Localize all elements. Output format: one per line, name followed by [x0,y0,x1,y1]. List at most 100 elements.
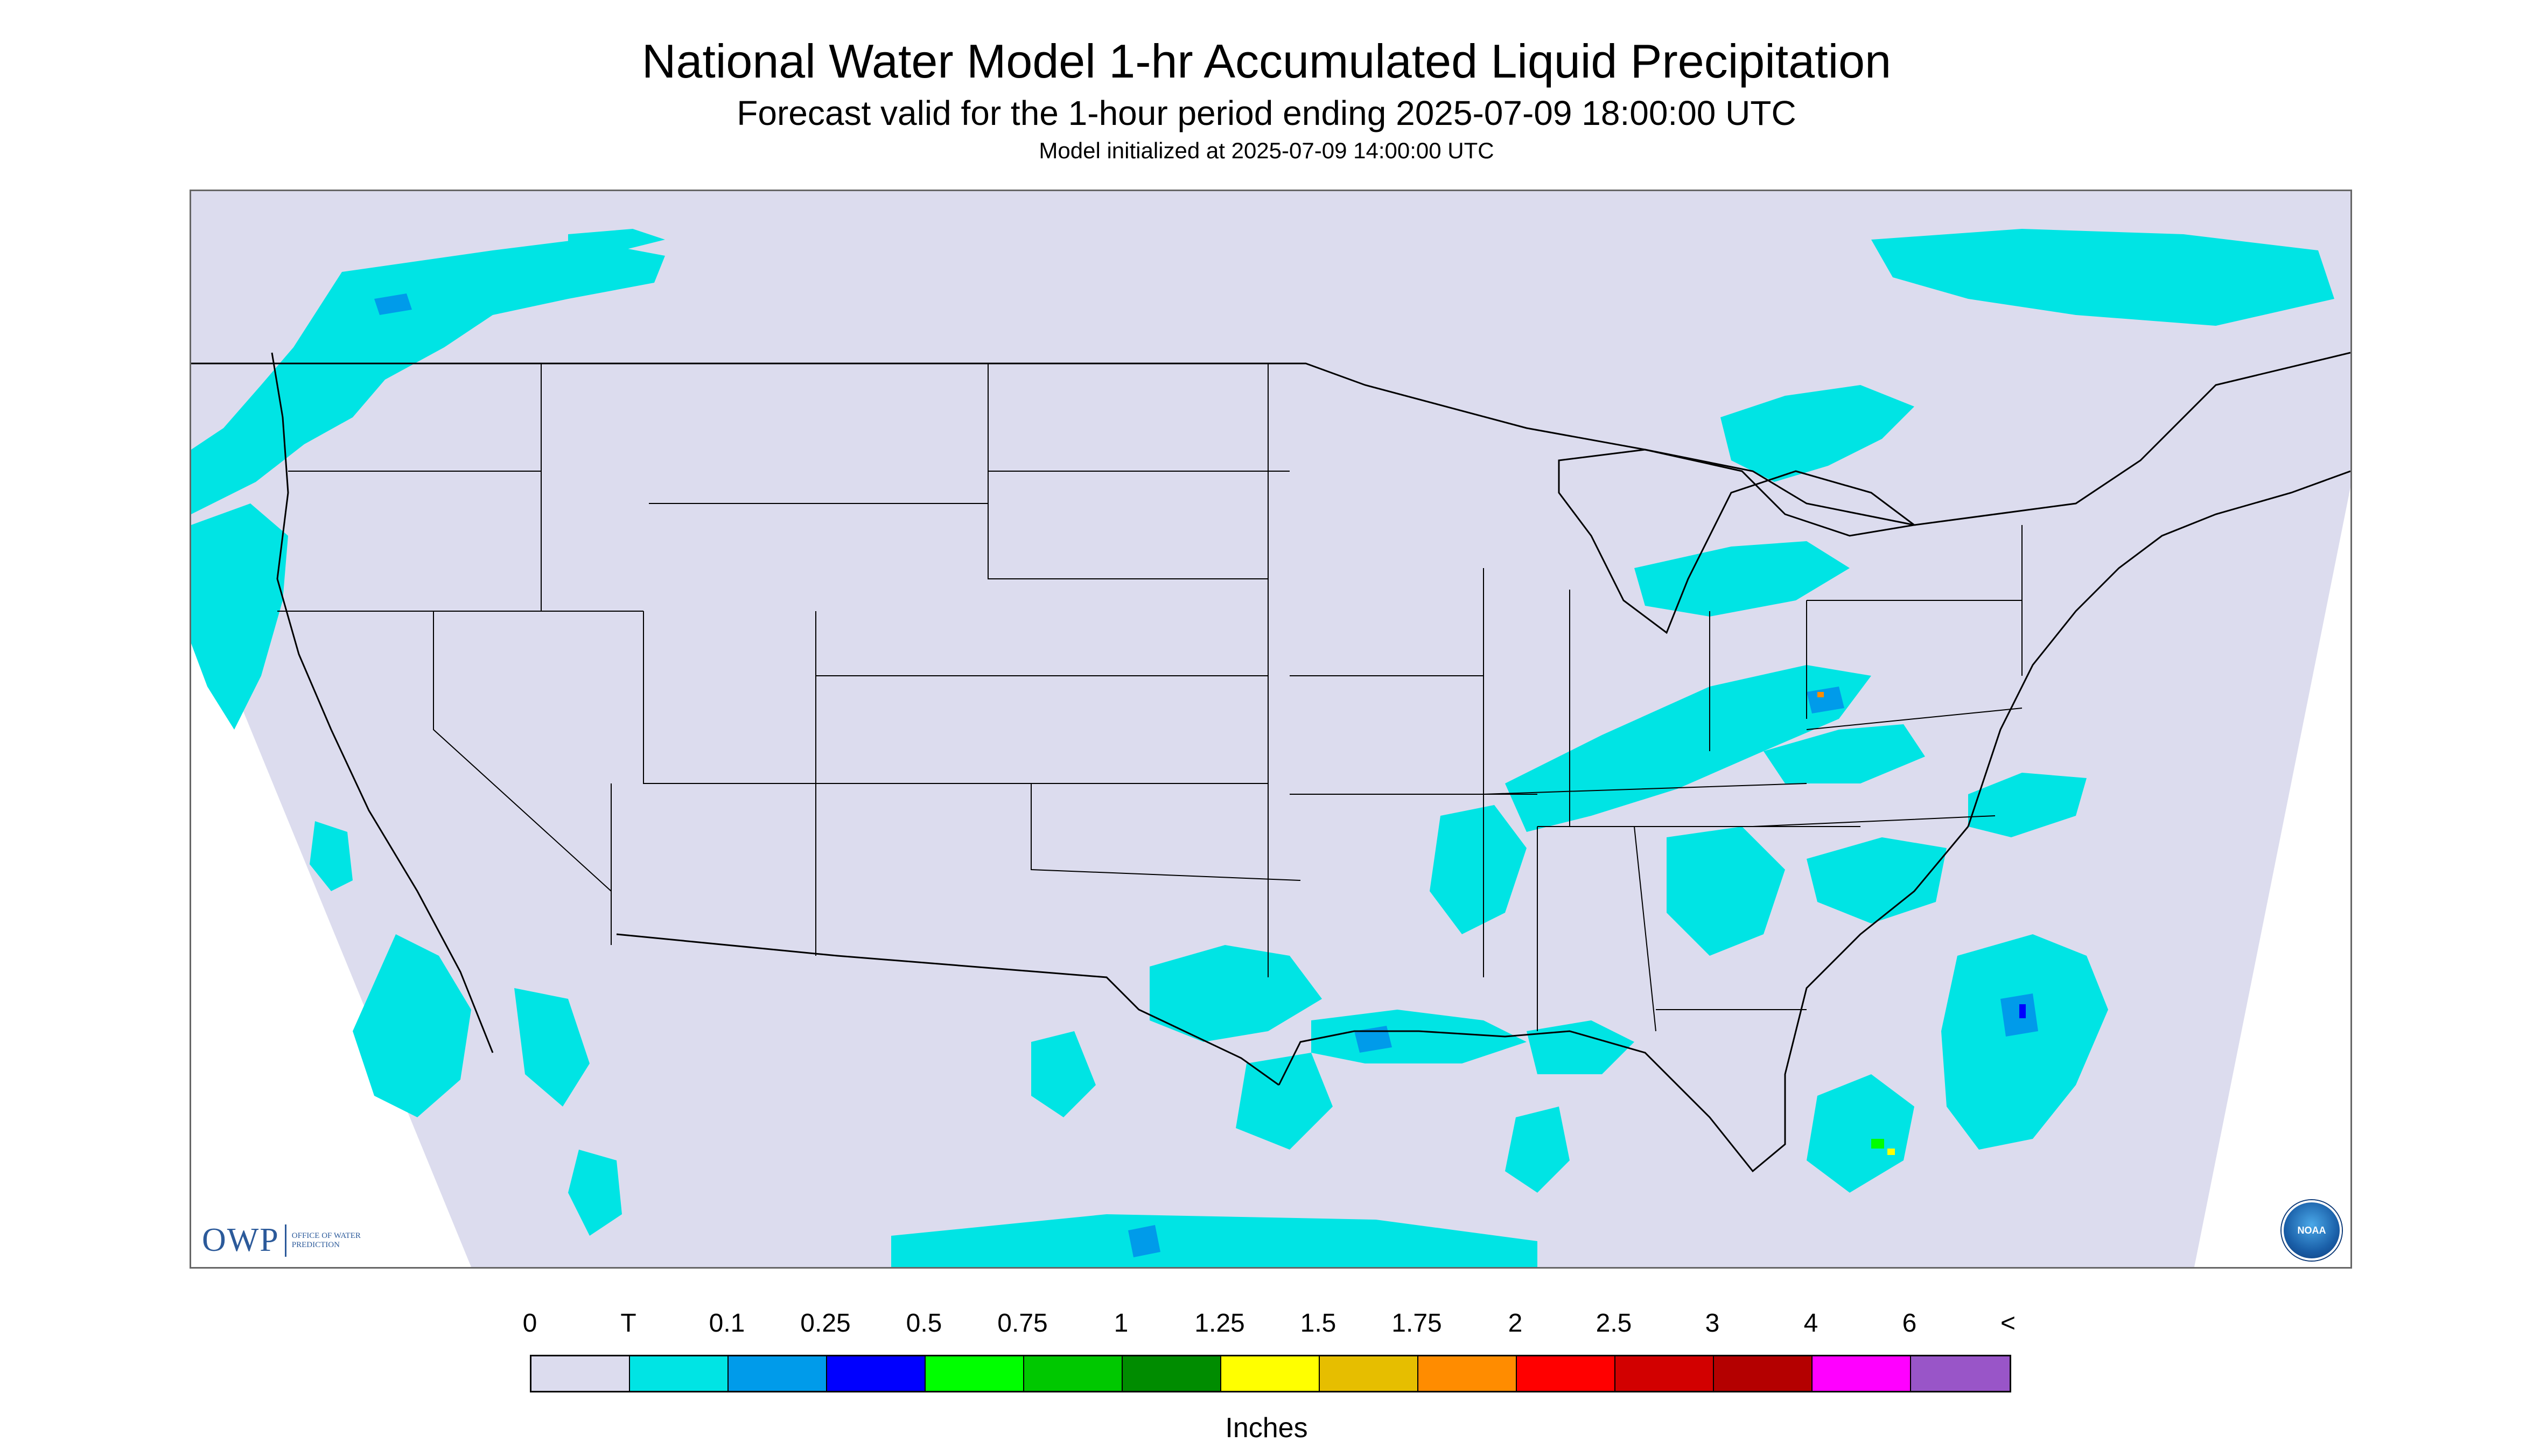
legend-swatch [1320,1356,1418,1391]
legend-swatch [926,1356,1024,1391]
state-line-az-nm [611,783,816,956]
precip-area-southeast [1667,827,1785,956]
precip-area-atlantic-east [1968,773,2087,837]
precip-moderate-areas [1817,692,2026,1155]
precip-cell-gulf [1354,1026,1392,1053]
legend-swatch [531,1356,630,1391]
boundaries [191,352,2350,1173]
legend-tick-label: 0.1 [709,1309,745,1338]
precip-area-baja-south [568,1150,622,1236]
precip-area-atlantic-se [1941,934,2108,1150]
precipitation-map: OWP OFFICE OF WATER PREDICTION NOAA [190,190,2352,1269]
precip-area-central-gulf [1505,1107,1570,1193]
precip-area-gulf-california [514,988,590,1107]
owp-logo-subtext: OFFICE OF WATER PREDICTION [291,1231,361,1249]
pacific-coastline [271,352,494,1053]
legend-tick-label: T [620,1309,636,1338]
precip-area-socal [310,821,353,891]
precip-area-mid-atlantic [1764,724,1925,783]
legend-tick-label: 4 [1803,1309,1818,1338]
legend-tick-label: 1.75 [1391,1309,1442,1338]
state-line-nd-sd [988,363,1268,579]
precip-area-mexico-east [1031,1031,1096,1117]
precip-area-pnw [191,240,665,514]
precip-trace-areas [191,229,2334,1267]
state-lines [277,363,2023,1032]
legend-swatch [1615,1356,1714,1391]
legend-swatch [1418,1356,1517,1391]
precip-area-bc [568,229,665,256]
legend-tick-label: 1.5 [1300,1309,1337,1338]
state-line-ny-pa [1807,525,2023,676]
legend-swatch [827,1356,926,1391]
legend-swatch [1911,1356,2010,1391]
state-line-nv-ca [433,611,612,892]
precip-area-gulf-coast-fl [1527,1020,1634,1074]
precip-cell-orange [1817,692,1824,697]
state-line-oh-pa [1709,600,1807,751]
state-line-ne-ks [816,675,1268,784]
precip-area-pacific-coast [191,503,288,730]
legend-tick-label: 0.5 [906,1309,942,1338]
precip-area-carolinas [1807,837,1947,923]
owp-logo-divider [284,1224,286,1257]
precip-cell-blue [2019,1004,2026,1018]
legend-swatch [729,1356,827,1391]
precip-area-bahamas [1807,1074,1914,1193]
atlantic-coastline [1967,470,2350,827]
legend-tick-label: 1 [1114,1309,1129,1338]
precip-area-ontario [1720,385,1914,482]
state-line-ms-al [1537,826,1656,1032]
state-line-il-in [1483,568,1570,827]
legend-swatch [1813,1356,1911,1391]
precip-area-mexico-south [891,1214,1537,1267]
precip-cell-green [1871,1139,1884,1149]
precip-cell-mexico [1128,1225,1160,1257]
legend-tick-label: 6 [1902,1309,1917,1338]
legend-swatch [1024,1356,1123,1391]
legend-colorbar [530,1355,2011,1392]
precip-light-areas [374,293,2038,1257]
legend-labels: 0 T 0.1 0.25 0.5 0.75 1 1.25 1.5 1.75 2 2.5 3 4 6 < [523,1307,2019,1340]
legend-tick-label: 3 [1705,1309,1720,1338]
precip-cell-yellow [1887,1149,1895,1155]
state-line-mn-ia [988,363,1290,977]
forecast-valid-subtitle: Forecast valid for the 1-hour period end… [737,94,1796,132]
legend-tick-label: 1.25 [1194,1309,1245,1338]
legend-tick-label: 0.25 [800,1309,851,1338]
precip-cell-ohio [1807,687,1844,713]
precip-area-texas [1236,1053,1333,1150]
precip-area-quebec [1871,229,2334,326]
legend-tick-label: < [2000,1309,2016,1338]
legend-swatch [1517,1356,1615,1391]
map-title: National Water Model 1-hr Accumulated Li… [641,34,1892,88]
owp-logo: OWP OFFICE OF WATER PREDICTION [202,1221,373,1259]
noaa-logo-text: NOAA [2297,1224,2326,1236]
legend-tick-label: 0 [522,1309,537,1338]
legend-swatch [1123,1356,1221,1391]
state-line-ut-co [643,611,816,784]
legend-swatch [1714,1356,1813,1391]
noaa-logo: NOAA [2282,1200,2342,1261]
owp-logo-text: OWP [202,1222,279,1258]
state-line-va-nc [1752,708,2023,827]
legend-swatch [1221,1356,1320,1391]
state-line-tx-ok [1031,783,1301,881]
precip-area-mississippi [1430,805,1527,934]
great-lakes-outline [1558,449,1916,634]
precip-area-great-lakes [1634,541,1850,617]
legend-tick-label: 0.75 [997,1309,1048,1338]
gulf-coastline [1278,826,1969,1173]
state-line-tn-ky [1483,783,1860,827]
legend-tick-label: 2 [1508,1309,1523,1338]
precip-area-baja-west [353,934,471,1117]
mexico-us-border [616,933,1279,1086]
legend-units: Inches [1225,1412,1308,1444]
map-canvas [191,191,2350,1267]
legend-tick-label: 2.5 [1596,1309,1632,1338]
model-initialized-subtitle: Model initialized at 2025-07-09 14:00:00… [1039,138,1494,163]
legend-swatch [630,1356,729,1391]
precip-cell-pnw [374,293,412,315]
precip-area-gulf-coast-tx [1150,945,1322,1042]
canada-us-border [191,352,2350,526]
